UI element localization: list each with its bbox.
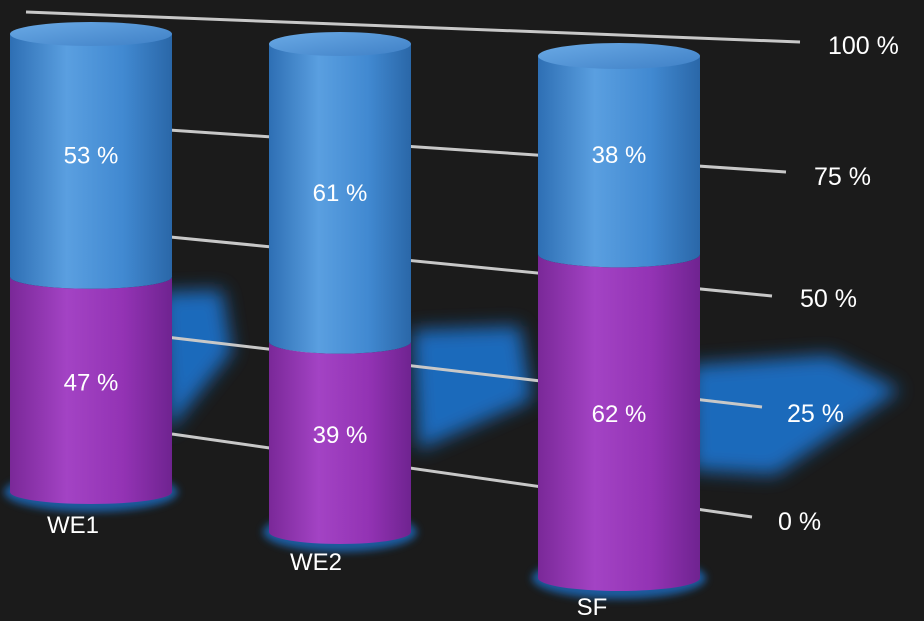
y-tick-label: 25 %	[787, 400, 844, 428]
data-label-upper: 38 %	[592, 142, 647, 169]
y-tick-label: 100 %	[828, 32, 899, 60]
bar-shadow	[412, 326, 532, 450]
y-tick-label: 50 %	[800, 285, 857, 313]
bar-we2: 61 % 39 %	[269, 32, 411, 544]
bar-top-cap	[269, 32, 411, 56]
category-labels: WE1 WE2 SF	[47, 512, 607, 621]
bar-sf: 38 % 62 %	[538, 43, 700, 592]
bar-top-cap	[10, 22, 172, 46]
bars: 53 % 47 % 61 % 39 % 38 % 62 %	[10, 22, 700, 592]
data-label-lower: 39 %	[313, 422, 368, 449]
data-label-upper: 61 %	[313, 180, 368, 207]
data-label-upper: 53 %	[64, 142, 119, 169]
bar-segment-upper	[269, 44, 411, 354]
category-label: WE1	[47, 512, 99, 539]
bar-shadow	[160, 290, 232, 432]
category-label: SF	[577, 594, 608, 621]
y-tick-label: 0 %	[778, 508, 821, 536]
bar-shadow	[690, 355, 900, 475]
bar-segment-lower	[269, 341, 411, 544]
bar-segment-lower	[10, 276, 172, 504]
data-label-lower: 62 %	[592, 401, 647, 428]
gridline	[25, 10, 801, 44]
bar-segment-lower	[538, 254, 700, 592]
y-tick-label: 75 %	[814, 163, 871, 191]
y-tick-labels: 0 % 25 % 50 % 75 % 100 %	[778, 32, 899, 536]
bar-segment-upper	[10, 34, 172, 289]
bar-we1: 53 % 47 %	[10, 22, 172, 504]
category-label: WE2	[290, 549, 342, 576]
bar-segment-upper	[538, 56, 700, 268]
bar-top-cap	[538, 43, 700, 69]
data-label-lower: 47 %	[64, 369, 119, 396]
